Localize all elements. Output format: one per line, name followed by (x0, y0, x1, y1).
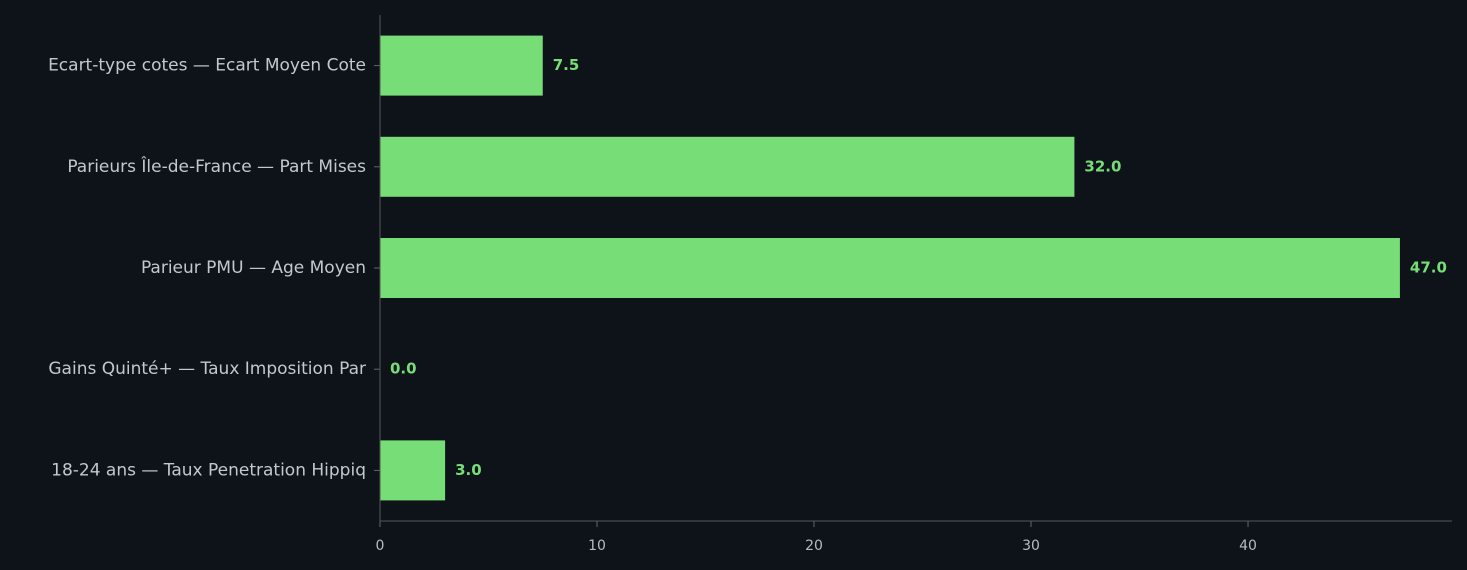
value-label: 32.0 (1084, 157, 1121, 175)
bar (380, 238, 1400, 298)
y-tick-label: Ecart-type cotes — Ecart Moyen Cote (48, 56, 366, 76)
bar (380, 35, 543, 96)
x-tick-label: 20 (805, 538, 823, 554)
value-label: 0.0 (390, 360, 417, 378)
value-label: 7.5 (553, 56, 580, 74)
y-tick-label: Parieurs Île-de-France — Part Mises (67, 155, 366, 177)
x-tick-label: 10 (588, 538, 606, 554)
y-tick-label: Gains Quinté+ — Taux Imposition Par (48, 359, 366, 379)
x-tick-label: 0 (376, 538, 385, 554)
x-tick-label: 30 (1022, 538, 1040, 554)
x-tick-label: 40 (1239, 538, 1257, 554)
bar (380, 440, 446, 501)
y-tick-label: Parieur PMU — Age Moyen (141, 258, 366, 278)
y-tick-label: 18-24 ans — Taux Penetration Hippiq (51, 460, 366, 480)
bar (380, 136, 1075, 197)
value-label: 47.0 (1410, 259, 1447, 277)
value-label: 3.0 (455, 461, 482, 479)
